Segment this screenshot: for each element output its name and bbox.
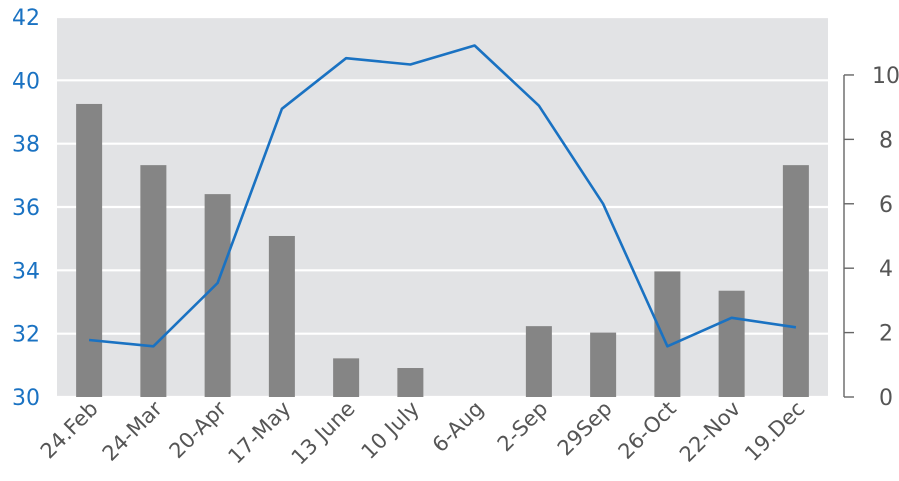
x-tick-label: 10 July <box>357 397 424 464</box>
bar <box>397 368 424 397</box>
x-tick-label: 26-Oct <box>614 397 681 464</box>
bar <box>525 326 552 397</box>
x-tick-label: 6-Aug <box>428 397 488 457</box>
left-tick-label: 38 <box>12 133 40 158</box>
bar <box>268 235 295 397</box>
right-tick-label: 8 <box>879 128 893 153</box>
right-tick-label: 6 <box>879 193 893 218</box>
gridlines <box>57 15 828 399</box>
right-tick-label: 4 <box>879 257 893 282</box>
left-tick-label: 40 <box>12 69 40 94</box>
x-tick-label: 29Sep <box>553 397 617 461</box>
bar <box>333 358 360 397</box>
x-tick-label: 17-May <box>223 397 295 469</box>
left-tick-label: 34 <box>12 259 40 284</box>
x-tick-label: 24.Feb <box>36 397 103 464</box>
bar <box>204 194 231 397</box>
line-series <box>88 44 797 348</box>
bar-series <box>76 103 809 397</box>
left-tick-label: 30 <box>12 386 40 411</box>
x-tick-label: 24-Mar <box>98 396 167 465</box>
bar <box>718 290 745 397</box>
left-axis-ticks: 30 32 34 36 38 40 42 <box>12 6 40 411</box>
right-axis <box>843 74 854 398</box>
bar <box>140 165 167 397</box>
x-tick-label: 19.Dec <box>740 397 809 466</box>
bar <box>76 103 103 397</box>
x-tick-label: 13 June <box>287 397 360 470</box>
right-tick-label: 2 <box>879 322 893 347</box>
bar <box>782 165 809 397</box>
right-tick-label: 0 <box>879 386 893 411</box>
bar <box>654 271 681 397</box>
left-tick-label: 32 <box>12 323 40 348</box>
series-line <box>88 44 797 348</box>
left-tick-label: 36 <box>12 196 40 221</box>
x-tick-label: 20-Apr <box>165 396 232 463</box>
right-axis-ticks: 0 2 4 6 8 10 <box>872 64 899 411</box>
left-tick-label: 42 <box>12 6 40 31</box>
bar <box>590 332 617 397</box>
x-tick-label: 2-Sep <box>493 397 553 457</box>
right-tick-label: 10 <box>872 64 899 89</box>
x-tick-label: 22-Nov <box>675 397 745 467</box>
